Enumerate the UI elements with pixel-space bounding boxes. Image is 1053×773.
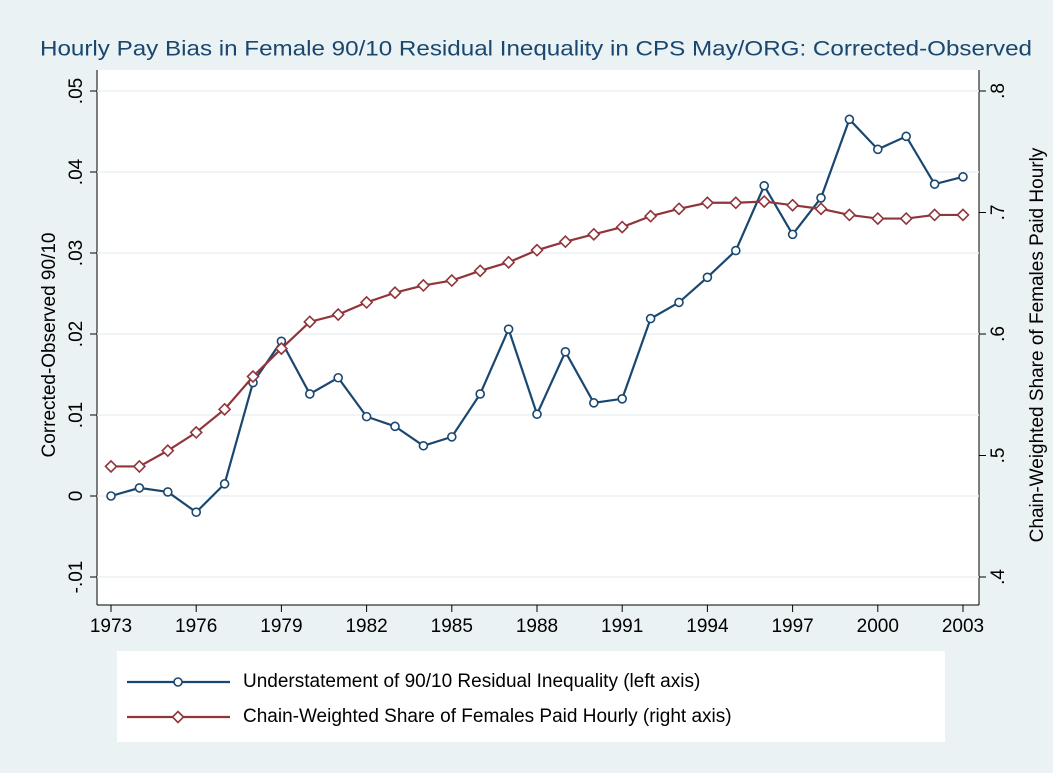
data-point bbox=[132, 459, 147, 474]
data-point bbox=[958, 172, 968, 182]
data-point bbox=[901, 131, 912, 142]
x-tick-label: 1973 bbox=[90, 616, 132, 637]
data-point bbox=[530, 243, 544, 257]
data-point bbox=[104, 459, 118, 474]
data-point bbox=[615, 220, 629, 234]
data-point bbox=[416, 278, 431, 293]
data-point bbox=[163, 487, 173, 497]
data-point bbox=[217, 402, 232, 416]
data-point bbox=[501, 255, 516, 269]
data-point bbox=[503, 324, 514, 334]
data-point bbox=[390, 421, 400, 432]
data-point bbox=[446, 432, 457, 442]
data-point bbox=[645, 313, 656, 324]
data-point bbox=[700, 196, 715, 210]
data-point bbox=[475, 389, 486, 399]
y2-tick-label: .7 bbox=[988, 205, 1009, 221]
y-axis-label: Corrected-Observed 90/10 bbox=[39, 233, 60, 458]
data-point bbox=[333, 372, 344, 383]
data-point bbox=[331, 307, 345, 322]
y-tick-label: .05 bbox=[66, 78, 87, 104]
data-point bbox=[134, 483, 145, 493]
data-point bbox=[445, 273, 459, 288]
data-point bbox=[191, 507, 201, 518]
x-tick-label: 1988 bbox=[516, 616, 558, 637]
legend-box bbox=[117, 651, 945, 742]
data-point bbox=[359, 295, 374, 310]
y2-tick-label: .6 bbox=[988, 326, 1009, 342]
y-tick-label: -.01 bbox=[66, 561, 87, 594]
data-point bbox=[587, 227, 601, 242]
chart-title: Hourly Pay Bias in Female 90/10 Residual… bbox=[40, 38, 1032, 61]
legend-marker bbox=[173, 677, 183, 687]
y-tick-label: .02 bbox=[66, 321, 87, 347]
legend-label: Chain-Weighted Share of Females Paid Hou… bbox=[243, 706, 732, 727]
legend-marker bbox=[171, 710, 185, 724]
data-point bbox=[787, 229, 798, 240]
data-point bbox=[418, 440, 429, 451]
y2-tick-label: .5 bbox=[988, 448, 1009, 464]
x-tick-label: 2000 bbox=[857, 616, 899, 637]
data-point bbox=[361, 411, 372, 422]
data-point bbox=[246, 369, 260, 384]
data-point bbox=[558, 235, 573, 249]
x-tick-label: 1985 bbox=[431, 616, 473, 637]
data-point bbox=[814, 202, 828, 216]
data-point bbox=[702, 272, 713, 283]
plot-area bbox=[97, 70, 979, 605]
data-point bbox=[219, 479, 230, 489]
data-point bbox=[759, 180, 770, 191]
data-point bbox=[899, 211, 913, 226]
x-tick-label: 1997 bbox=[771, 616, 813, 637]
data-point bbox=[161, 444, 175, 458]
x-tick-label: 1979 bbox=[260, 616, 302, 637]
y2-axis-label: Chain-Weighted Share of Females Paid Hou… bbox=[1027, 147, 1048, 542]
data-point bbox=[588, 398, 599, 408]
data-point bbox=[929, 179, 940, 189]
data-point bbox=[189, 425, 203, 440]
data-point bbox=[785, 198, 800, 212]
data-point bbox=[844, 114, 855, 125]
data-point bbox=[388, 286, 402, 300]
data-point bbox=[927, 208, 942, 222]
data-point bbox=[872, 144, 883, 155]
data-point bbox=[643, 209, 658, 223]
data-point bbox=[106, 491, 116, 501]
data-point bbox=[730, 245, 741, 256]
data-point bbox=[956, 208, 970, 222]
data-point bbox=[473, 264, 487, 278]
data-point bbox=[674, 297, 684, 308]
data-point bbox=[871, 211, 885, 226]
y-tick-label: 0 bbox=[66, 491, 87, 502]
x-tick-label: 1982 bbox=[345, 616, 387, 637]
x-tick-label: 2003 bbox=[942, 616, 984, 637]
data-point bbox=[560, 347, 571, 357]
legend-label: Understatement of 90/10 Residual Inequal… bbox=[243, 671, 700, 692]
data-point bbox=[842, 208, 857, 222]
data-point bbox=[303, 315, 317, 329]
x-tick-label: 1994 bbox=[686, 616, 729, 637]
data-point bbox=[729, 196, 743, 210]
data-point bbox=[617, 393, 628, 404]
y2-tick-label: .4 bbox=[988, 569, 1009, 585]
data-point bbox=[672, 202, 686, 216]
y-tick-label: .01 bbox=[66, 402, 87, 428]
x-tick-label: 1991 bbox=[601, 616, 643, 637]
y-tick-label: .04 bbox=[66, 158, 87, 185]
x-tick-label: 1976 bbox=[175, 616, 217, 637]
data-point bbox=[274, 341, 289, 356]
data-point bbox=[816, 193, 826, 203]
y2-tick-label: .8 bbox=[988, 83, 1009, 99]
data-point bbox=[304, 389, 315, 399]
data-point bbox=[757, 194, 771, 209]
y-tick-label: .03 bbox=[66, 240, 87, 266]
data-point bbox=[532, 409, 542, 419]
